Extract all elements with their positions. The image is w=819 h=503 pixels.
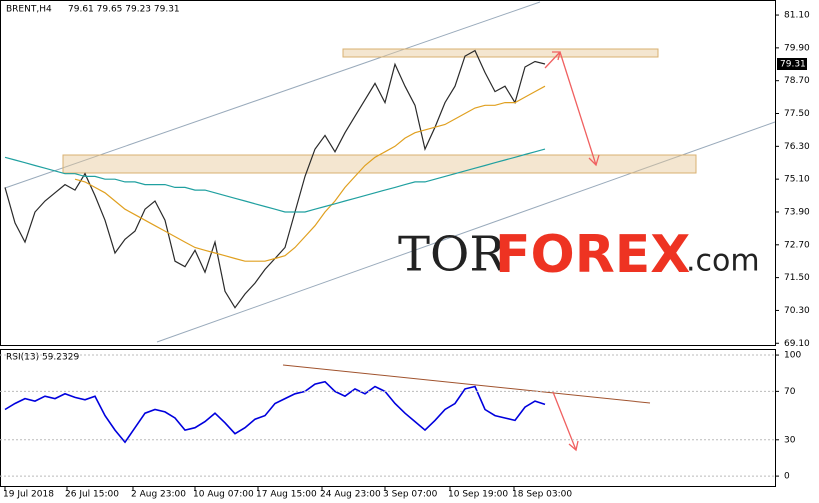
x-tick-label: 17 Aug 15:00	[256, 490, 317, 500]
rsi-plot	[4, 380, 546, 444]
y-tick-label: 78.70	[784, 76, 810, 86]
rsi-title: RSI(13) 59.2329	[6, 353, 79, 363]
price-tag	[777, 58, 807, 71]
y-tick-label: 71.50	[784, 273, 810, 283]
series-line	[4, 380, 546, 444]
y-tick-label: 81.10	[784, 11, 810, 21]
y-tick-label: 75.10	[784, 175, 810, 185]
price-plot	[4, 49, 546, 309]
x-tick-label: 18 Sep 03:00	[512, 490, 572, 500]
x-tick-label: 3 Sep 07:00	[383, 490, 438, 500]
channel-line	[4, 1, 541, 189]
x-tick-label: 26 Jul 15:00	[65, 490, 119, 500]
watermark: .com	[686, 244, 760, 279]
y-tick-label: 72.70	[784, 240, 810, 250]
series-line	[74, 85, 546, 262]
x-tick-label: 24 Aug 23:00	[320, 490, 381, 500]
rsi-panel	[0, 349, 776, 487]
y-tick-label: 69.10	[784, 339, 810, 349]
ohlc-label: 79.61 79.65 79.23 79.31	[68, 5, 180, 15]
y-tick-label: 73.90	[784, 207, 810, 217]
watermark: TOR	[398, 227, 507, 283]
y-tick-label: 0	[784, 472, 790, 482]
support-zone	[62, 154, 697, 174]
watermark: FOREX	[495, 225, 690, 285]
channel-line	[156, 121, 776, 343]
y-tick-label: 76.30	[784, 142, 810, 152]
price-tag-label: 79.31	[780, 60, 806, 70]
resistance-zone	[342, 48, 659, 58]
y-tick-label: 77.50	[784, 109, 810, 119]
series-line	[4, 148, 546, 213]
x-tick-label: 19 Jul 2018	[3, 490, 54, 500]
forecast-arrows	[544, 51, 600, 452]
chart-title: BRENT,H4	[6, 5, 52, 15]
y-tick-label: 70	[784, 387, 796, 397]
y-tick-label: 100	[784, 351, 801, 361]
y-tick-label: 30	[784, 435, 796, 445]
x-tick-label: 10 Aug 07:00	[193, 490, 254, 500]
rsi-trend-line	[282, 364, 651, 404]
x-tick-label: 10 Sep 19:00	[448, 490, 508, 500]
y-tick-label: 79.90	[784, 43, 810, 53]
y-tick-label: 70.30	[784, 306, 810, 316]
x-tick-label: 2 Aug 23:00	[131, 490, 186, 500]
